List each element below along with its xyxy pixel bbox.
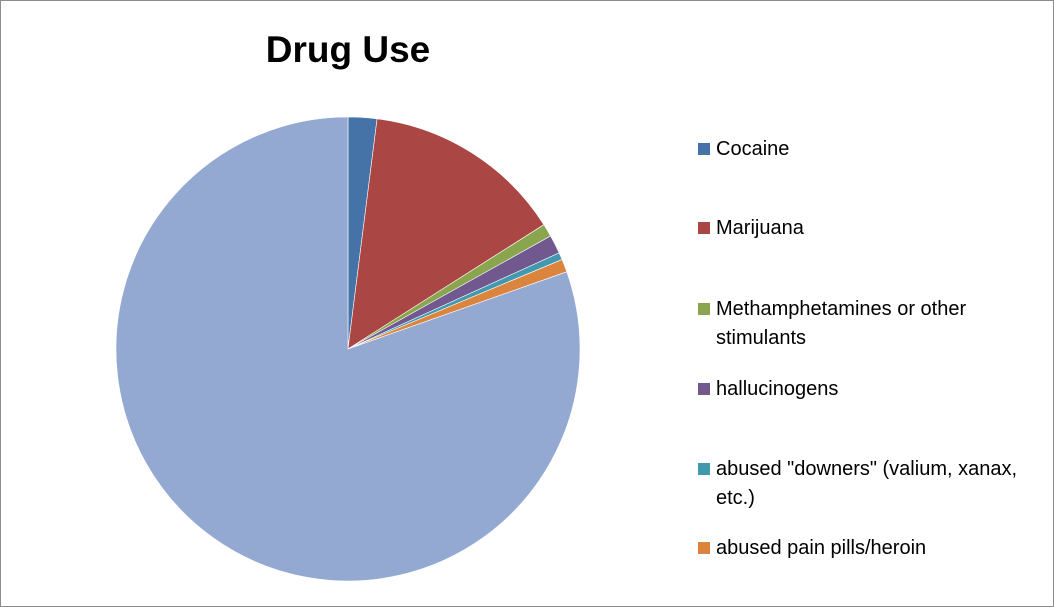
legend-label: Methamphetamines or other stimulants bbox=[716, 298, 967, 349]
legend-swatch bbox=[698, 542, 710, 554]
chart-legend: Cocaine Marijuana Methamphetamines or ot… bbox=[698, 1, 1053, 606]
chart-title: Drug Use bbox=[265, 29, 431, 70]
legend-swatch bbox=[698, 383, 710, 395]
pie-chart bbox=[115, 116, 581, 582]
legend-swatch bbox=[698, 303, 710, 315]
pie-slice-marijuana bbox=[347, 118, 545, 350]
legend-swatch bbox=[698, 143, 710, 155]
pie-slice-other bbox=[115, 116, 581, 582]
legend-swatch bbox=[698, 463, 710, 475]
legend-label: abused "downers" (valium, xanax, etc.) bbox=[716, 458, 1018, 509]
legend-swatch bbox=[698, 222, 710, 234]
legend-label: hallucinogens bbox=[716, 378, 839, 400]
legend-label: Marijuana bbox=[716, 217, 804, 239]
legend-label: Cocaine bbox=[716, 138, 790, 160]
legend-label: abused pain pills/heroin bbox=[716, 537, 927, 559]
